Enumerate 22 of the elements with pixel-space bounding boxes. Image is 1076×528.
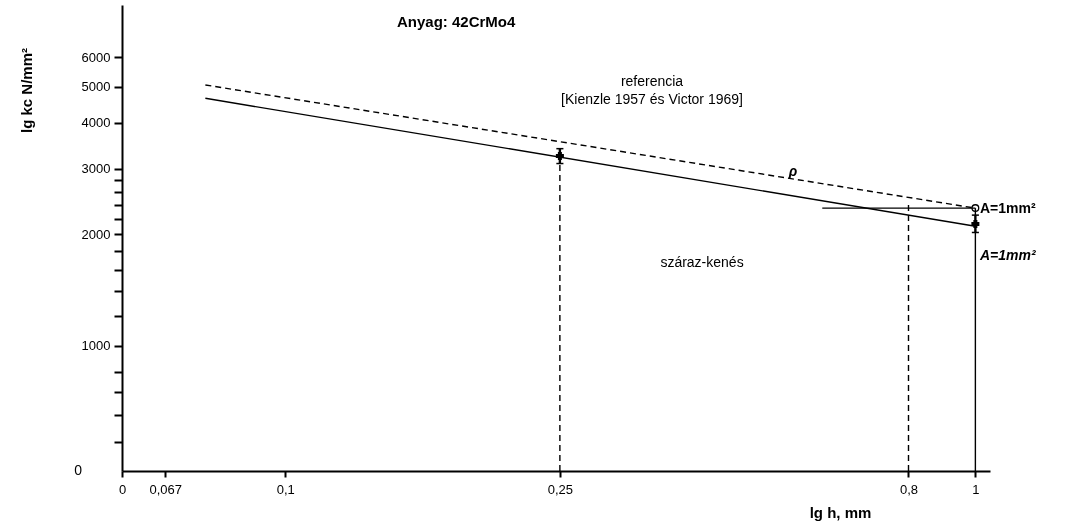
y-tick-label: 4000	[81, 115, 111, 130]
y-tick-label: 5000	[81, 79, 111, 95]
x-tick-label: 0,1	[276, 481, 295, 497]
x-tick-label: 0	[118, 481, 127, 497]
x-axis-title: lg h, mm	[809, 503, 872, 521]
x-tick-label: 0,8	[899, 481, 919, 497]
y-tick-label: 3000	[81, 161, 111, 177]
text: Anyag: 42CrMo4	[397, 13, 517, 30]
annotation: [Kienzle 1957 és Victor 1969]	[561, 91, 743, 107]
text: 0	[74, 462, 83, 478]
annotation: száraz-kenés	[660, 254, 744, 270]
x-tick-label: 1	[972, 481, 980, 497]
y-tick-label: 1000	[81, 338, 111, 354]
annotation: ρ	[787, 163, 798, 179]
annotation: A=1mm²	[979, 247, 1036, 263]
annotation: referencia	[620, 73, 684, 89]
x-tick-label: 0,067	[149, 481, 183, 497]
y-axis-title: lg kc N/mm²	[17, 47, 35, 134]
y-tick-label: 2000	[81, 226, 111, 242]
y-tick-label: 6000	[81, 49, 111, 65]
annotation: A=1mm²	[980, 200, 1036, 216]
x-tick-label: 0,25	[547, 481, 574, 497]
